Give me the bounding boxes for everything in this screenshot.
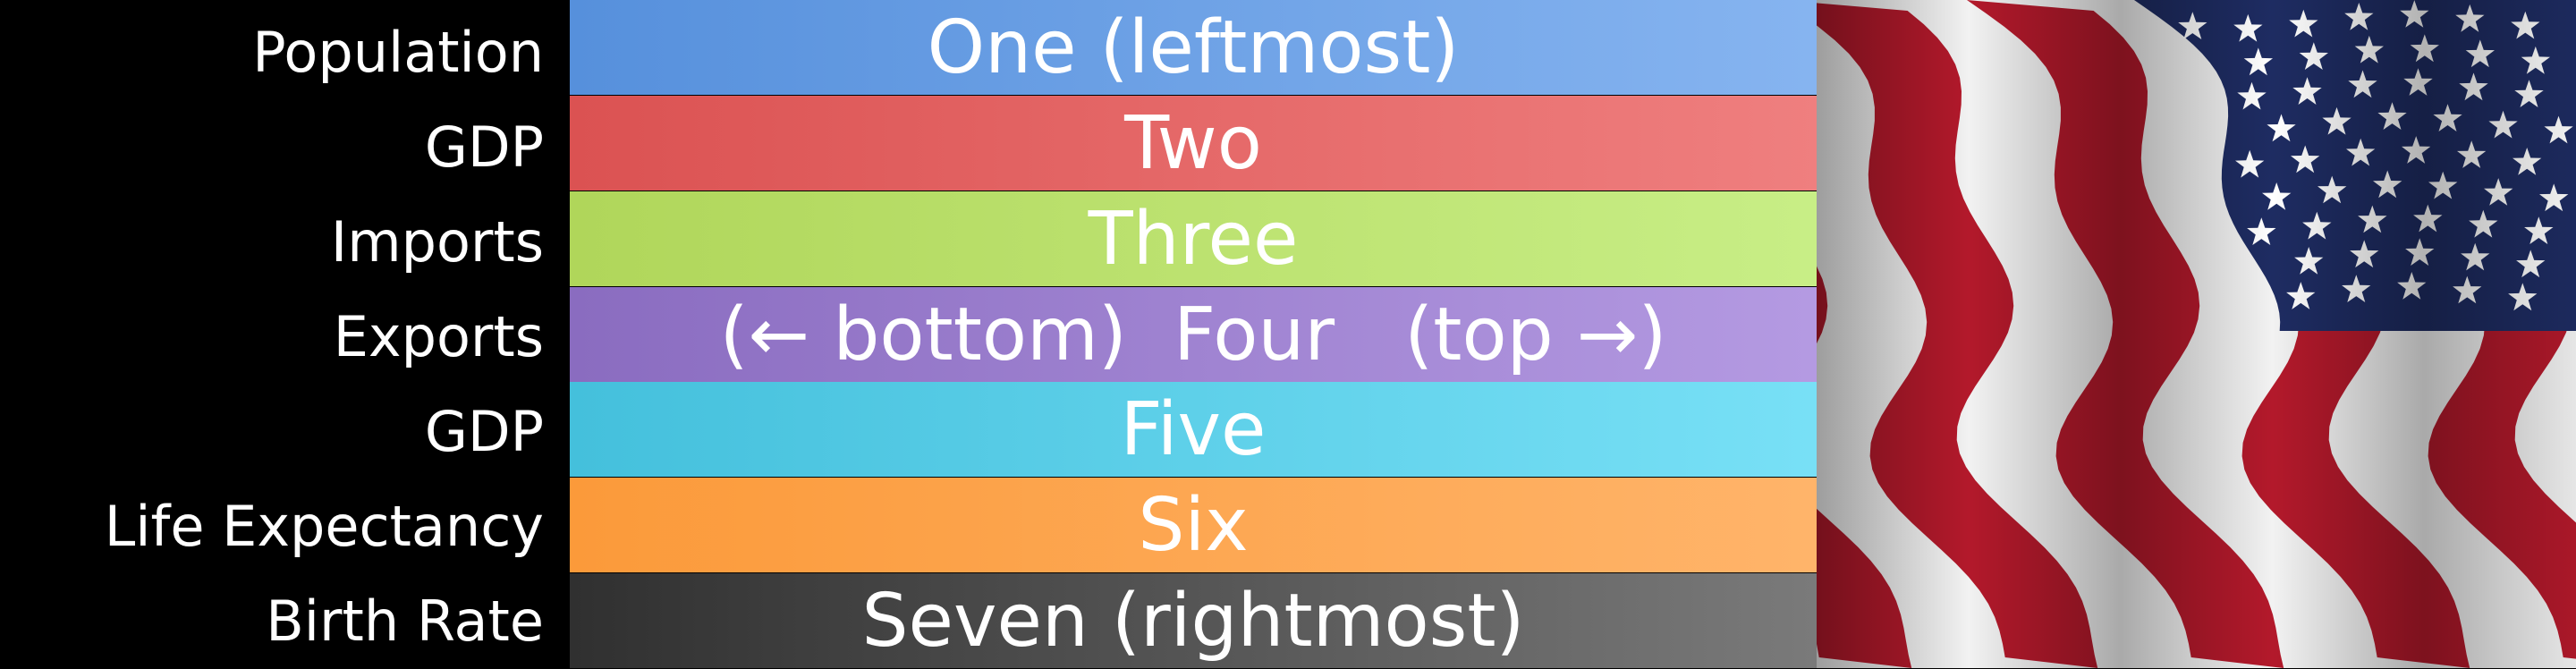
color-bands: One (leftmost) Two Three (← bottom) Four… xyxy=(570,0,1817,668)
band-one: One (leftmost) xyxy=(570,0,1817,95)
flag-shading xyxy=(1817,0,2576,668)
band-seven: Seven (rightmost) xyxy=(570,573,1817,668)
band-three: Three xyxy=(570,191,1817,286)
band-two-text: Two xyxy=(1124,100,1262,186)
band-five-text: Five xyxy=(1120,386,1267,472)
label-exports: Exports xyxy=(333,304,544,369)
band-seven-text: Seven (rightmost) xyxy=(861,578,1525,664)
band-two: Two xyxy=(570,96,1817,191)
band-three-text: Three xyxy=(1088,196,1299,282)
label-birth-rate: Birth Rate xyxy=(266,589,544,654)
band-one-text: One (leftmost) xyxy=(927,4,1460,90)
band-four: (← bottom) Four (top →) xyxy=(570,287,1817,382)
label-life-expectancy: Life Expectancy xyxy=(104,494,544,559)
row-labels: Population GDP Imports Exports GDP Life … xyxy=(0,0,569,668)
label-population: Population xyxy=(252,20,544,85)
band-four-text: (← bottom) Four (top →) xyxy=(719,292,1667,377)
band-six-text: Six xyxy=(1138,482,1249,568)
band-five: Five xyxy=(570,382,1817,477)
label-gdp-2: GDP xyxy=(424,399,544,464)
label-gdp: GDP xyxy=(424,114,544,180)
band-six: Six xyxy=(570,478,1817,572)
us-flag-graphic xyxy=(1817,0,2576,668)
us-flag-icon xyxy=(1817,0,2576,668)
label-imports: Imports xyxy=(330,209,544,275)
